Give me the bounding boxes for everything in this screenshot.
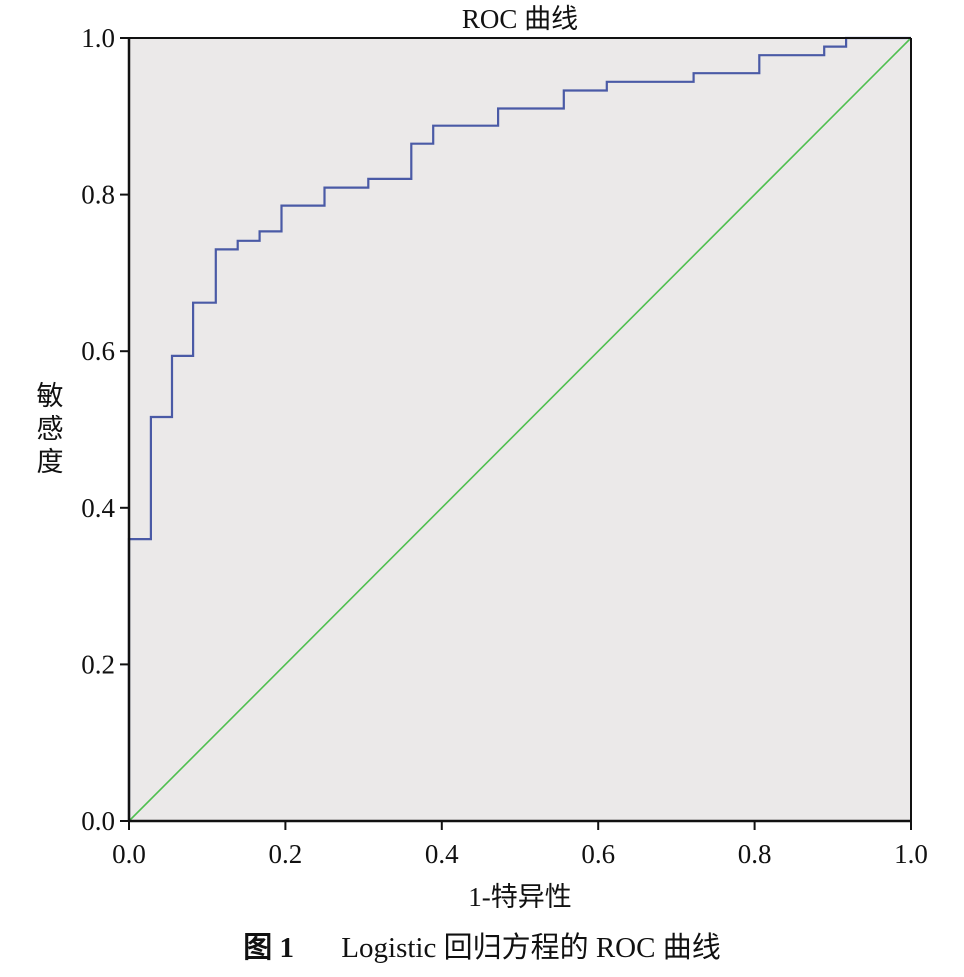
x-tick-label: 0.2 <box>269 839 303 869</box>
figure-caption-text: Logistic 回归方程的 ROC 曲线 <box>341 931 720 964</box>
x-tick-label: 0.8 <box>738 839 772 869</box>
y-tick-label: 0.4 <box>81 493 115 523</box>
x-axis-title: 1-特异性 <box>468 882 572 912</box>
series-layer <box>127 36 912 822</box>
x-tick-label: 0.6 <box>581 839 615 869</box>
figure-caption: 图 1 Logistic 回归方程的 ROC 曲线 <box>243 931 720 964</box>
y-tick-label: 0.0 <box>81 806 115 836</box>
chart-title: ROC 曲线 <box>462 4 578 34</box>
y-tick-label: 0.2 <box>81 649 115 679</box>
y-tick-label: 0.6 <box>81 336 115 366</box>
y-tick-label: 0.8 <box>81 180 115 210</box>
reference-line <box>128 37 912 822</box>
x-tick-label: 1.0 <box>894 839 928 869</box>
x-tick-label: 0.0 <box>112 839 146 869</box>
y-tick-label: 1.0 <box>81 23 115 53</box>
y-axis-title: 敏感度 <box>37 381 64 477</box>
tick-layer: 0.0 0.2 0.4 0.6 0.8 1.0 0.0 0.2 0.4 0.6 0.8 1.0 <box>81 23 928 869</box>
x-tick-label: 0.4 <box>425 839 459 869</box>
figure-caption-label: 图 1 <box>243 932 294 964</box>
axis-layer <box>127 37 912 823</box>
roc-curve <box>127 36 911 821</box>
